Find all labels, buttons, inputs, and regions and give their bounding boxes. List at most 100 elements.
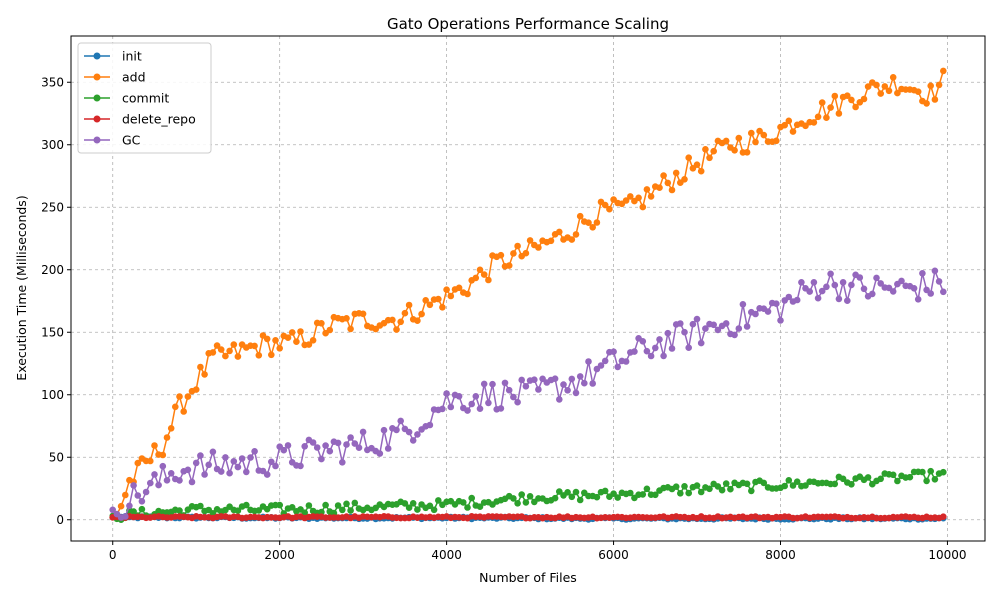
data-point <box>827 104 834 111</box>
legend-item: add <box>84 70 146 85</box>
data-point <box>226 469 233 477</box>
y-tick-label: 150 <box>41 325 64 339</box>
data-point <box>468 400 476 408</box>
data-point <box>914 88 922 95</box>
data-point <box>556 488 563 495</box>
data-point <box>631 348 638 355</box>
data-point <box>460 499 467 506</box>
data-point <box>785 477 793 484</box>
data-point <box>718 486 726 494</box>
data-point <box>798 279 805 286</box>
x-tick-label: 2000 <box>264 548 295 562</box>
data-point <box>727 485 734 493</box>
data-point <box>167 425 175 432</box>
data-point <box>923 477 930 485</box>
data-point <box>622 358 630 365</box>
legend-label: init <box>122 49 142 64</box>
data-point <box>518 376 525 384</box>
data-point <box>927 82 934 90</box>
x-ticks: 0 2000 4000 6000 8000 10000 <box>109 541 967 562</box>
data-point <box>564 489 571 496</box>
data-point <box>781 482 788 490</box>
data-point <box>418 310 425 318</box>
data-point <box>322 501 329 509</box>
data-point <box>672 483 680 491</box>
data-point <box>685 489 692 497</box>
data-point <box>706 485 713 493</box>
data-point <box>639 491 647 498</box>
data-point <box>931 96 939 103</box>
data-point <box>376 450 384 457</box>
data-point <box>435 295 442 303</box>
series-add <box>109 67 947 521</box>
data-point <box>213 342 221 349</box>
data-point <box>656 184 663 191</box>
data-point <box>151 442 158 449</box>
data-point <box>860 95 868 103</box>
data-point <box>155 481 162 489</box>
data-point <box>184 393 192 400</box>
data-point <box>234 507 242 514</box>
data-point <box>230 458 238 465</box>
data-point <box>693 482 701 489</box>
data-point <box>409 500 417 507</box>
data-point <box>844 92 851 99</box>
data-point <box>814 113 822 121</box>
data-point <box>714 326 722 334</box>
data-point <box>238 455 246 462</box>
data-point <box>940 513 947 520</box>
data-point <box>898 277 905 285</box>
y-tick-label: 200 <box>41 263 64 277</box>
data-point <box>894 477 901 485</box>
data-point <box>505 386 513 394</box>
data-point <box>643 485 651 493</box>
data-point <box>560 381 567 388</box>
data-point <box>393 326 400 333</box>
data-point <box>860 285 868 293</box>
data-point <box>773 137 780 145</box>
data-point <box>476 405 484 413</box>
data-point <box>823 283 830 291</box>
data-point <box>689 320 697 328</box>
plot-frame <box>70 35 986 542</box>
data-point <box>785 293 793 301</box>
data-point <box>276 501 284 509</box>
data-point <box>414 317 421 325</box>
data-point <box>818 99 826 106</box>
data-point <box>234 353 242 360</box>
data-point <box>297 328 304 335</box>
data-point <box>326 326 334 334</box>
data-point <box>697 339 705 347</box>
data-point <box>773 300 780 308</box>
legend-box <box>77 42 212 154</box>
data-point <box>284 442 292 449</box>
data-point <box>677 490 684 497</box>
data-point <box>852 103 859 111</box>
data-point <box>480 380 488 388</box>
y-tick-label: 300 <box>41 138 64 152</box>
data-point <box>610 490 617 498</box>
data-point <box>681 176 688 183</box>
data-point <box>743 480 751 488</box>
data-point <box>255 507 263 514</box>
data-point <box>159 451 167 459</box>
data-point <box>531 376 538 384</box>
data-point <box>209 349 217 356</box>
data-point <box>455 284 463 292</box>
data-point <box>627 193 634 200</box>
y-tick-label: 100 <box>41 388 64 402</box>
data-point <box>439 304 446 311</box>
data-point <box>656 336 663 343</box>
data-point <box>844 297 851 305</box>
data-point <box>197 502 204 510</box>
data-point <box>535 244 542 251</box>
data-point <box>635 194 642 202</box>
y-axis-title: Execution Time (Milliseconds) <box>14 195 29 380</box>
data-point <box>802 482 809 489</box>
legend-item: GC <box>84 133 141 148</box>
data-point <box>405 428 413 436</box>
data-point <box>919 270 926 277</box>
data-point <box>305 502 313 509</box>
data-point <box>222 352 229 360</box>
data-point <box>426 502 434 510</box>
